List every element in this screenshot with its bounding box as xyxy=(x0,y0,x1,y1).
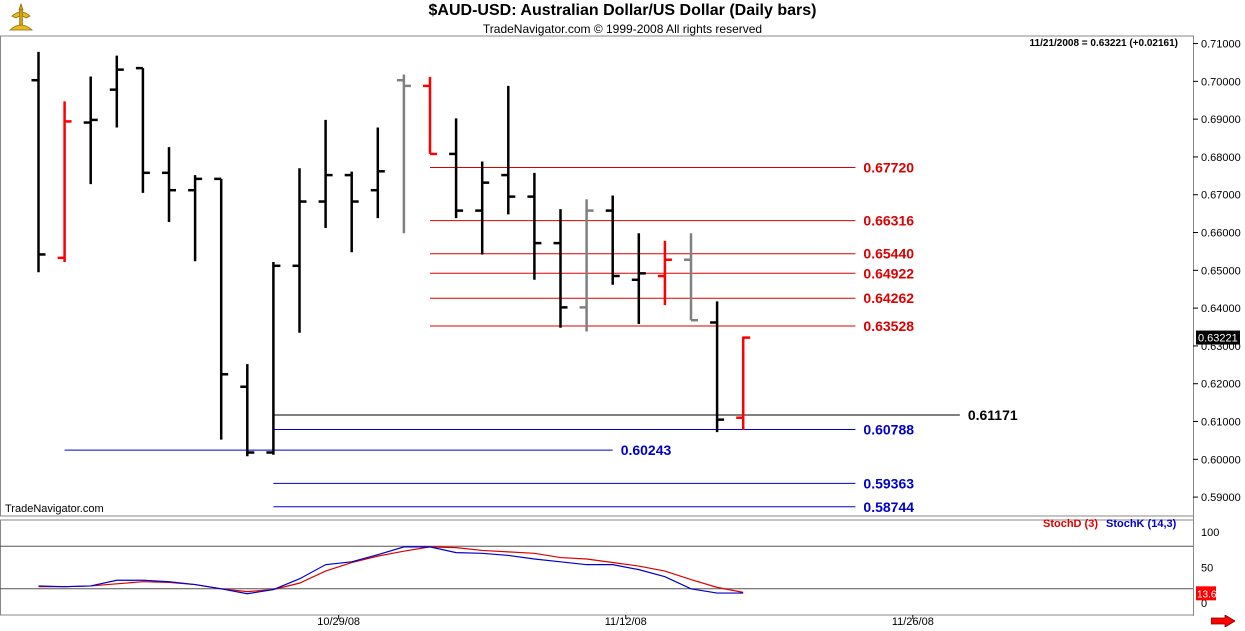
ohlc-bar xyxy=(579,199,594,332)
chart-frame xyxy=(0,35,1194,517)
price-tick-label: 0.60000 xyxy=(1201,454,1241,466)
ohlc-bar xyxy=(449,118,464,219)
legend-stochk: StochK (14,3) xyxy=(1106,518,1177,530)
current-price-label: 0.63221 xyxy=(1198,333,1238,345)
ohlc-bar xyxy=(109,55,124,128)
price-axis[interactable]: 0.71000 0.70000 0.69000 0.68000 0.67000 0.660… xyxy=(1193,36,1241,616)
level-label: 0.67720 xyxy=(863,160,914,176)
ohlc-bar xyxy=(135,66,150,193)
price-plot-frame xyxy=(0,35,1194,517)
price-tick-label: 0.64000 xyxy=(1201,303,1241,315)
level-label: 0.63528 xyxy=(863,318,914,334)
ohlc-bar xyxy=(240,364,255,457)
level-label: 0.60243 xyxy=(621,442,672,458)
ohlc-bar xyxy=(736,336,751,430)
price-tick-label: 0.61000 xyxy=(1201,417,1241,429)
ohlc-bar xyxy=(605,195,620,285)
ohlc-bar xyxy=(553,209,568,328)
ohlc-bar xyxy=(292,168,307,333)
ohlc-bar xyxy=(162,147,176,222)
chart-title: $AUD-USD: Australian Dollar/US Dollar (D… xyxy=(428,2,817,19)
level-label: 0.64262 xyxy=(863,290,914,306)
date-axis: 10/29/08 11/12/08 11/26/08 xyxy=(317,615,934,628)
stochastic-panel: 100 50 0 StochD (3) StochK (14,3) 13.62 xyxy=(0,518,1222,616)
date-tick-label: 10/29/08 xyxy=(317,616,360,628)
level-label: 0.59363 xyxy=(863,475,914,491)
ohlc-bar xyxy=(214,177,229,440)
last-quote: 11/21/2008 = 0.63221 (+0.02161) xyxy=(1030,38,1178,49)
level-label: 0.66316 xyxy=(863,213,914,229)
price-tick-label: 0.62000 xyxy=(1201,379,1241,391)
stochk-line xyxy=(38,546,744,595)
price-tick-label: 0.67000 xyxy=(1201,190,1241,202)
fib-levels: 0.67720 0.66316 0.65440 0.64922 0.64262 0.635… xyxy=(64,160,1018,515)
ohlc-bar xyxy=(501,85,516,215)
level-label: 0.58744 xyxy=(863,499,914,515)
current-price-box xyxy=(1196,330,1240,345)
stoch-tick-label: 0 xyxy=(1201,598,1207,610)
ohlc-bar xyxy=(396,74,411,234)
price-tick-label: 0.66000 xyxy=(1201,228,1241,240)
ohlc-bar xyxy=(423,76,437,156)
price-tick-label: 0.69000 xyxy=(1201,114,1241,126)
scroll-right-arrow-icon[interactable] xyxy=(1211,615,1235,627)
ohlc-bar xyxy=(527,172,542,280)
level-label: 0.61171 xyxy=(968,407,1018,423)
ohlc-bar xyxy=(318,119,333,228)
stoch-tick-label: 100 xyxy=(1201,527,1219,539)
price-tick-label: 0.65000 xyxy=(1201,265,1241,277)
level-label: 0.60788 xyxy=(863,422,914,438)
price-tick-label: 0.59000 xyxy=(1201,492,1241,504)
stoch-frame xyxy=(0,519,1194,616)
watermark-text: TradeNavigator.com xyxy=(5,503,104,515)
ohlc-bar xyxy=(188,175,203,262)
ohlc-bar xyxy=(31,51,46,273)
stoch-tick-label: 50 xyxy=(1201,563,1213,575)
legend-stochd: StochD (3) xyxy=(1043,518,1098,530)
ohlc-bar xyxy=(57,101,72,263)
ohlc-bars xyxy=(31,51,751,457)
price-tick-label: 0.70000 xyxy=(1201,76,1241,88)
chart-subtitle: TradeNavigator.com © 1999-2008 All right… xyxy=(482,22,763,36)
trade-navigator-logo-icon xyxy=(8,2,34,31)
ohlc-bar xyxy=(266,262,281,455)
date-tick-label: 11/12/08 xyxy=(605,616,647,628)
stochd-line xyxy=(38,546,744,593)
price-tick-label: 0.68000 xyxy=(1201,152,1241,164)
stoch-current-box xyxy=(1196,586,1216,601)
ohlc-bar xyxy=(631,233,646,324)
stoch-current-label: 13.62 xyxy=(1197,589,1222,600)
ohlc-bar xyxy=(710,301,725,433)
level-label: 0.65440 xyxy=(863,246,914,262)
ohlc-bar xyxy=(344,171,359,253)
ohlc-bar xyxy=(684,233,698,322)
level-label: 0.64922 xyxy=(863,265,914,281)
ohlc-bar xyxy=(370,127,385,219)
ohlc-bar xyxy=(657,240,672,306)
price-tick-label: 0.71000 xyxy=(1201,39,1241,51)
date-tick-label: 11/26/08 xyxy=(892,616,934,628)
ohlc-bar xyxy=(83,76,98,185)
ohlc-bar xyxy=(475,161,490,255)
